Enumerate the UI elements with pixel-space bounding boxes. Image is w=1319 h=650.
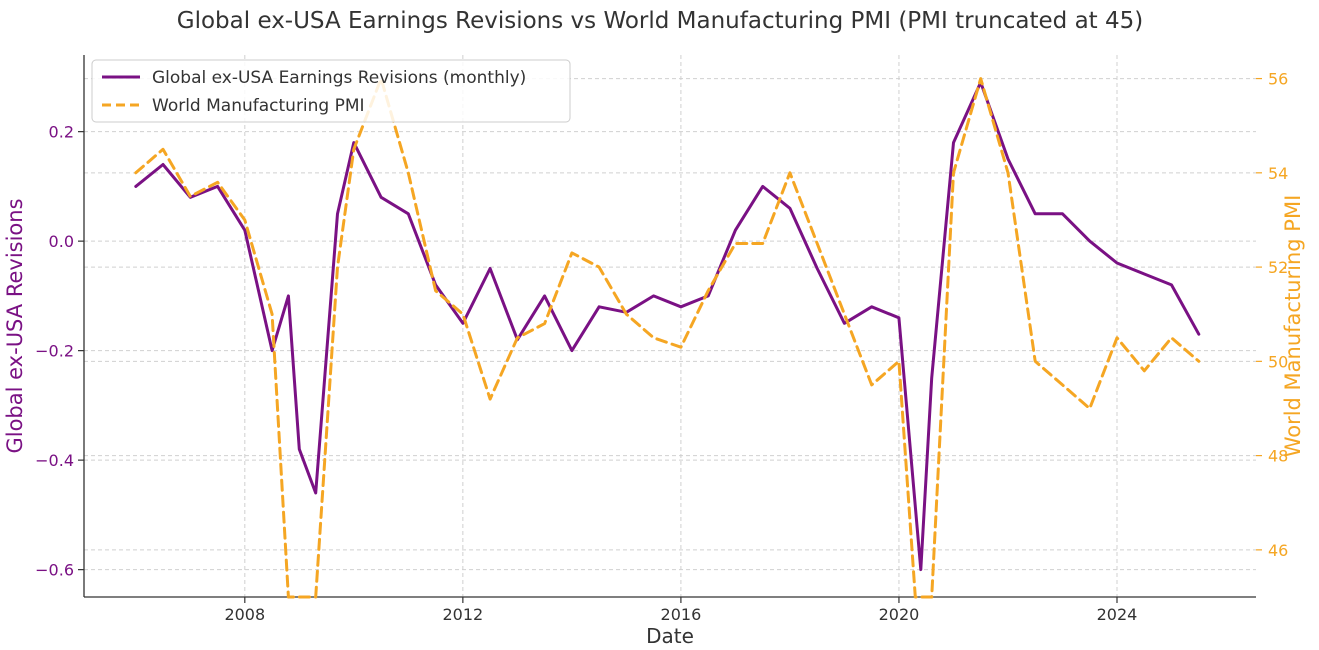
plot-axes [83,55,1256,598]
y-right-tick-label: 46 [1268,541,1288,560]
legend: Global ex-USA Earnings Revisions (monthl… [91,59,571,123]
y-left-tick-label: 0.2 [49,123,74,142]
right-axis-label: World Manufacturing PMI [1281,195,1305,458]
x-tick-label: 2024 [1097,605,1138,624]
x-tick-label: 2008 [224,605,265,624]
y-left-tick-label: −0.6 [35,561,74,580]
y-right-tick-label: 56 [1268,70,1288,89]
y-left-tick-label: −0.4 [35,451,74,470]
y-right-tick-label: 50 [1268,352,1288,371]
legend-frame [91,59,571,123]
axis-ticks: 2008 2012 2016 2020 2024 0.2 0.0 −0.2 −0.4 −0.6 56… [35,70,1288,624]
legend-label-revisions: Global ex-USA Earnings Revisions (monthl… [152,68,526,88]
series-lines [134,77,1201,599]
x-tick-label: 2020 [879,605,920,624]
y-left-tick-label: −0.2 [35,342,74,361]
legend-label-pmi: World Manufacturing PMI [152,96,365,116]
x-axis-label: Date [646,624,694,648]
y-right-tick-label: 54 [1268,164,1288,183]
revisions-series-line [134,80,1201,572]
chart-title: Global ex-USA Earnings Revisions vs Worl… [177,8,1143,34]
y-right-tick-label: 48 [1268,447,1288,466]
y-right-tick-label: 52 [1268,258,1288,277]
grid-lines [84,55,1256,597]
left-axis-label: Global ex-USA Revisions [3,198,27,453]
pmi-series-line [134,77,1201,599]
x-tick-label: 2016 [661,605,702,624]
x-tick-label: 2012 [442,605,483,624]
y-left-tick-label: 0.0 [49,232,74,251]
